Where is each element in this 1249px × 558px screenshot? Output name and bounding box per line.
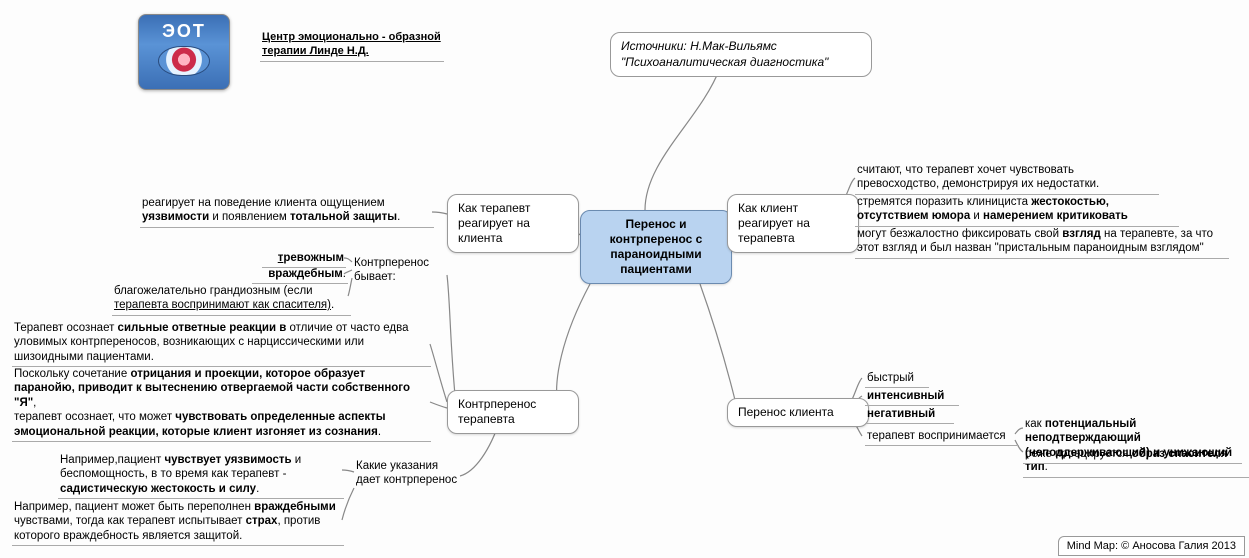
leaf-ct-2: негативный: [865, 406, 954, 424]
node-counter-indications: Какие указания дает контрперенос: [354, 458, 463, 490]
source-line1: Источники: Н.Мак-Вильямс: [621, 39, 777, 53]
logo-box: ЭОТ: [138, 14, 230, 90]
center-node: Перенос и контрперенос с параноидными па…: [580, 210, 732, 284]
leaf-client-react-2: могут безжалостно фиксировать свой взгля…: [855, 226, 1229, 259]
leaf-counter-ind-1: Например, пациент может быть переполнен …: [12, 499, 344, 546]
label-client-transfer: Перенос клиента: [738, 405, 834, 419]
center-text: Перенос и контрперенос с параноидными па…: [610, 217, 703, 276]
node-ct-perceive: терапевт воспринимается: [865, 428, 1019, 446]
logo-text: ЭОТ: [162, 21, 206, 41]
leaf-therapist-react-0: реагирует на поведение клиента ощущением…: [140, 195, 434, 228]
node-therapist-react: Как терапевт реагирует на клиента: [447, 194, 579, 253]
label-counter-types: Контрперенос бывает:: [354, 257, 429, 283]
node-counter: Контрперенос терапевта: [447, 390, 579, 434]
label-therapist-react: Как терапевт реагирует на клиента: [458, 201, 530, 245]
label-ct-perceive: терапевт воспринимается: [867, 430, 1006, 442]
credit-text: Mind Map: © Аносова Галия 2013: [1067, 540, 1236, 552]
leaf-counter-types-2: благожелательно грандиозным (если терапе…: [112, 283, 351, 316]
node-client-transfer: Перенос клиента: [727, 398, 869, 427]
source-box: Источники: Н.Мак-Вильямс "Психоаналитиче…: [610, 32, 872, 77]
leaf-client-react-1: стремятся поразить клинициста жестокость…: [855, 194, 1179, 227]
leaf-client-react-0: считают, что терапевт хочет чувствовать …: [855, 162, 1159, 195]
logo-caption: Центр эмоционально - образной терапии Ли…: [260, 30, 444, 62]
leaf-counter-types-1: враждебным.: [252, 266, 348, 284]
leaf-ct-0: быстрый: [865, 370, 929, 388]
credit: Mind Map: © Аносова Галия 2013: [1058, 536, 1245, 556]
logo-eye-icon: [158, 46, 210, 76]
node-client-react: Как клиент реагирует на терапевта: [727, 194, 859, 253]
label-counter-indications: Какие указания дает контрперенос: [356, 460, 457, 486]
leaf-counter-0: Терапевт осознает сильные ответные реакц…: [12, 320, 431, 367]
source-line2: "Психоаналитическая диагностика": [621, 55, 828, 69]
logo-caption-text: Центр эмоционально - образной терапии Ли…: [262, 31, 441, 57]
leaf-counter-ind-0: Например,пациент чувствует уязвимость и …: [58, 452, 344, 499]
leaf-counter-1: Поскольку сочетание отрицания и проекции…: [12, 366, 431, 442]
node-counter-types: Контрперенос бывает:: [352, 255, 451, 287]
label-client-react: Как клиент реагирует на терапевта: [738, 201, 810, 245]
leaf-ct-perceive-1: реже проецируется образ спасителя: [1023, 446, 1242, 464]
leaf-ct-1: интенсивный: [865, 388, 959, 406]
label-counter: Контрперенос терапевта: [458, 397, 536, 426]
